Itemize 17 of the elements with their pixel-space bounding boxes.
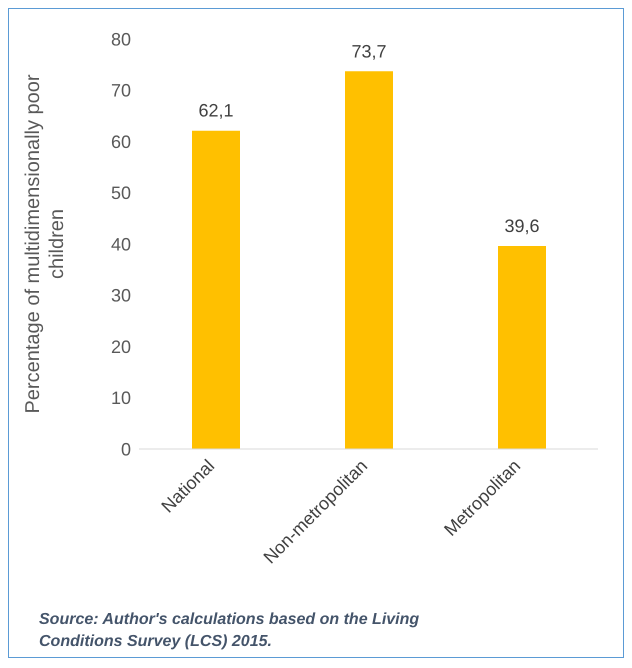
y-tick-label: 80 — [110, 29, 131, 50]
data-label: 62,1 — [198, 100, 234, 121]
y-axis-title: Percentage of multidimensionally poor children — [22, 74, 68, 414]
y-tick-label: 40 — [110, 234, 131, 254]
y-tick-label: 10 — [110, 388, 131, 408]
y-tick-label: 60 — [110, 132, 131, 152]
y-tick-label: 30 — [110, 286, 131, 306]
y-tick-label: 70 — [110, 80, 131, 101]
bar — [192, 130, 240, 449]
bar — [498, 246, 546, 449]
y-tick-label: 0 — [120, 439, 131, 460]
data-label: 39,6 — [504, 216, 540, 236]
y-tick-label: 50 — [110, 183, 131, 204]
source-note: Source: Author's calculations based on the Living Conditions Survey (LCS) 2015. — [39, 610, 420, 652]
y-tick-label: 20 — [110, 336, 131, 357]
bar — [345, 71, 393, 449]
data-label: 73,7 — [351, 41, 387, 62]
